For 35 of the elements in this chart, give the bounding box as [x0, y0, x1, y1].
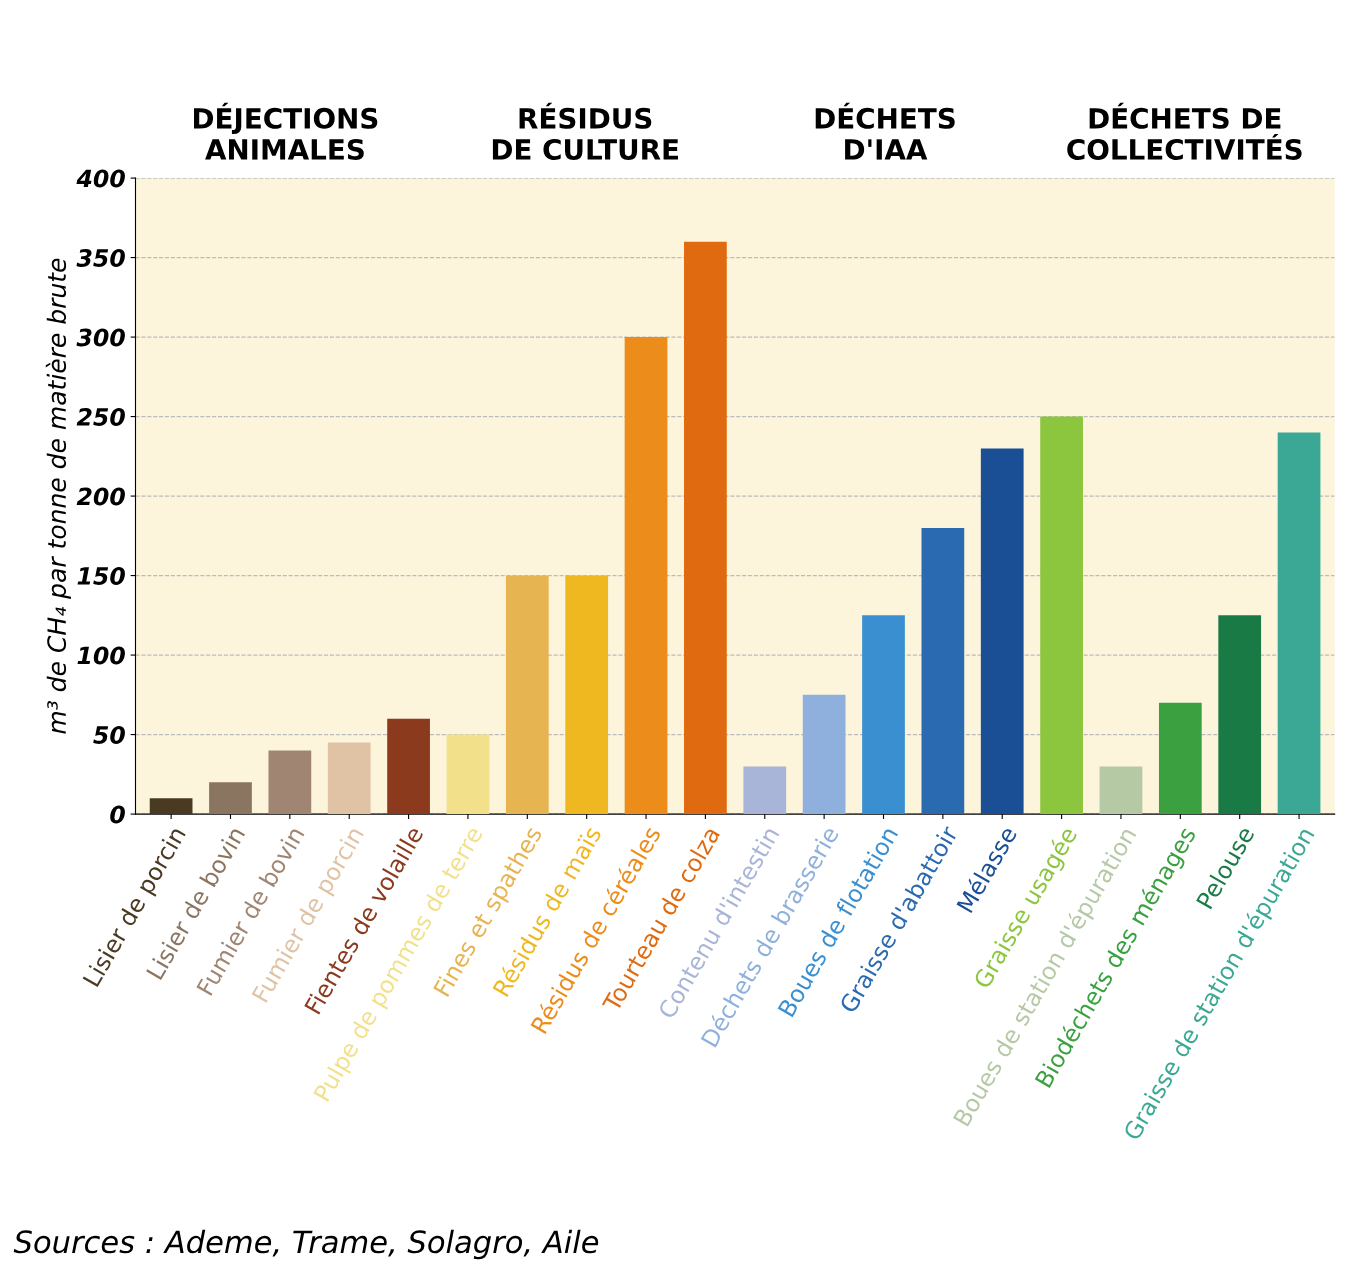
y-tick-label: 400: [76, 169, 125, 188]
text: RÉSIDUS DE CULTURE: [492, 102, 678, 160]
bar: [802, 694, 846, 815]
bar: [505, 575, 549, 815]
y-axis-title: m³ de CH₄ par tonne de matière brute: [45, 258, 71, 734]
bar: [1158, 702, 1202, 815]
bar: [327, 742, 371, 815]
bar: [1218, 615, 1262, 815]
y-tick-label: 200: [76, 487, 125, 506]
y-tick-label: 100: [77, 646, 125, 665]
bar: [1099, 766, 1143, 815]
bar: [1040, 416, 1083, 815]
y-tick-label: 50: [93, 726, 125, 744]
text: DÉCHETS D'IAA: [815, 102, 955, 160]
bar: [209, 782, 252, 815]
bar: [743, 766, 787, 815]
bar: [1277, 432, 1321, 815]
bar: [624, 337, 668, 815]
bar: [862, 615, 905, 815]
text: DÉCHETS DE COLLECTIVITÉS: [1067, 102, 1302, 160]
y-tick-label: 150: [77, 567, 125, 585]
bar: [387, 718, 430, 815]
bar: [980, 448, 1024, 815]
bar: [684, 241, 727, 815]
y-tick-label: 250: [76, 408, 125, 426]
bar: [446, 734, 490, 815]
text: DÉJECTIONS ANIMALES: [194, 102, 378, 160]
bar: [268, 750, 312, 815]
bar: [565, 575, 609, 815]
y-tick-label: 350: [76, 249, 125, 267]
bar: [921, 527, 965, 815]
y-tick-label: 0: [110, 805, 125, 824]
source-note: Sources : Ademe, Trame, Solagro, Aile: [13, 1229, 599, 1260]
y-tick-label: 300: [76, 328, 125, 347]
bar: [149, 798, 193, 815]
